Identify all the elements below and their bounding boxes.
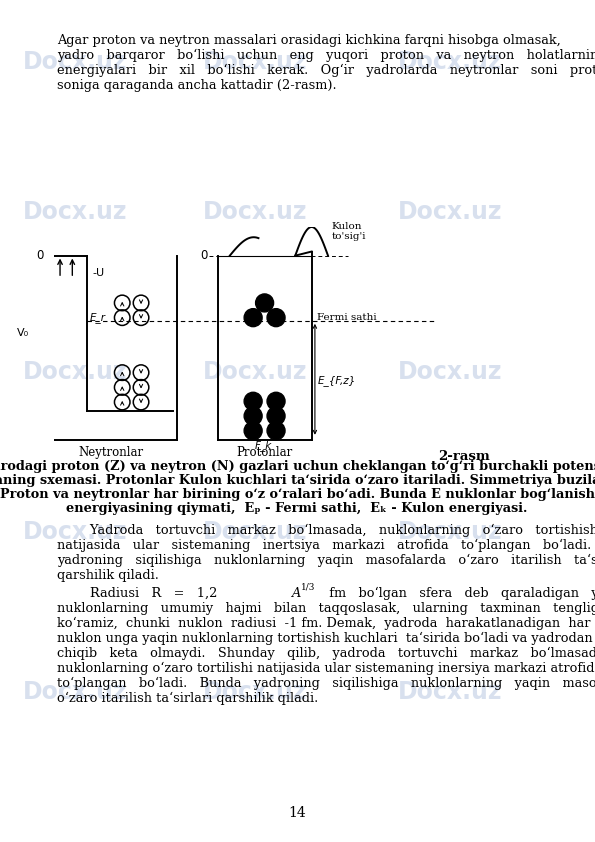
Text: V₀: V₀ (17, 328, 29, 338)
Text: yadroning   siqilishiga   nuklonlarning   yaqin   masofalarda   o‘zaro   itarili: yadroning siqilishiga nuklonlarning yaqi… (57, 554, 595, 568)
Text: F_k: F_k (254, 440, 271, 450)
Circle shape (244, 422, 262, 440)
Text: Neytronlar: Neytronlar (79, 446, 144, 459)
Text: o‘raning sxemasi. Protonlar Kulon kuchlari ta‘sirida o‘zaro itariladi. Simmetriy: o‘raning sxemasi. Protonlar Kulon kuchla… (0, 474, 595, 487)
Text: Protonlar: Protonlar (236, 446, 293, 459)
Text: Radiusi   R   =   1,2: Radiusi R = 1,2 (57, 587, 226, 600)
Text: 1/3: 1/3 (301, 582, 315, 591)
Text: qarshilik qiladi.: qarshilik qiladi. (57, 569, 159, 582)
Text: Proton va neytronlar har birining o‘z o‘ralari bo‘adi. Bunda E nuklonlar bog‘lan: Proton va neytronlar har birining o‘z o‘… (0, 488, 594, 501)
Text: natijasida   ular   sistemaning   inertsiya   markazi   atrofida   to‘plangan   : natijasida ular sistemaning inertsiya ma… (57, 539, 595, 552)
Text: nuklon unga yaqin nuklonlarning tortishish kuchlari  ta‘sirida bo‘ladi va yadrod: nuklon unga yaqin nuklonlarning tortishi… (57, 632, 593, 645)
Text: Docx.uz: Docx.uz (203, 520, 307, 544)
Text: Docx.uz: Docx.uz (397, 200, 502, 224)
Text: energiyalari   bir   xil   bo‘lishi   kerak.   Og‘ir   yadrolarda   neytronlar  : energiyalari bir xil bo‘lishi kerak. Og‘… (57, 64, 595, 77)
Circle shape (267, 392, 285, 410)
Text: 14: 14 (288, 806, 306, 820)
Circle shape (244, 309, 262, 327)
Text: energiyasining qiymati,  Eₚ - Fermi sathi,  Eₖ - Kulon energiyasi.: energiyasining qiymati, Eₚ - Fermi sathi… (66, 502, 528, 515)
Text: Docx.uz: Docx.uz (23, 200, 127, 224)
Text: 0: 0 (36, 249, 43, 262)
Text: ko‘ramiz,  chunki  nuklon  radiusi  -1 fm. Demak,  yadroda  harakatlanadigan  ha: ko‘ramiz, chunki nuklon radiusi -1 fm. D… (57, 617, 595, 630)
Circle shape (267, 309, 285, 327)
Text: 2-rasm: 2-rasm (439, 450, 490, 463)
Text: Docx.uz: Docx.uz (397, 50, 502, 74)
Text: nuklonlarning   umumiy   hajmi   bilan   taqqoslasak,   ularning   taxminan   te: nuklonlarning umumiy hajmi bilan taqqosl… (57, 602, 595, 615)
Circle shape (267, 407, 285, 425)
Circle shape (244, 407, 262, 425)
Text: nuklonlarning o‘zaro tortilishi natijasida ular sistemaning inersiya markazi atr: nuklonlarning o‘zaro tortilishi natijasi… (57, 662, 595, 675)
Text: Docx.uz: Docx.uz (397, 360, 502, 384)
Text: 0: 0 (200, 249, 207, 262)
Text: E_r: E_r (90, 312, 106, 323)
Text: Docx.uz: Docx.uz (23, 50, 127, 74)
Circle shape (244, 392, 262, 410)
Text: E_{F,z}: E_{F,z} (318, 375, 356, 386)
Text: Kulon
to'sig'i: Kulon to'sig'i (331, 221, 366, 241)
Text: Docx.uz: Docx.uz (203, 680, 307, 704)
Text: yadro   barqaror   bo‘lishi   uchun   eng   yuqori   proton   va   neytron   hol: yadro barqaror bo‘lishi uchun eng yuqori… (57, 49, 595, 62)
Text: Docx.uz: Docx.uz (23, 360, 127, 384)
Circle shape (267, 422, 285, 440)
Text: chiqib   keta   olmaydi.   Shunday   qilib,   yadroda   tortuvchi   markaz   bo‘: chiqib keta olmaydi. Shunday qilib, yadr… (57, 647, 595, 660)
Text: -U: -U (93, 268, 105, 278)
Text: soniga qaraganda ancha kattadir (2-rasm).: soniga qaraganda ancha kattadir (2-rasm)… (57, 79, 337, 92)
Text: Docx.uz: Docx.uz (203, 360, 307, 384)
Circle shape (256, 294, 274, 312)
Text: to‘plangan   bo‘ladi.   Bunda   yadroning   siqilishiga   nuklonlarning   yaqin : to‘plangan bo‘ladi. Bunda yadroning siqi… (57, 677, 595, 690)
Text: Docx.uz: Docx.uz (397, 520, 502, 544)
Text: Yadrodagi proton (Z) va neytron (N) gazlari uchun cheklangan to‘g‘ri burchakli p: Yadrodagi proton (Z) va neytron (N) gazl… (0, 460, 595, 473)
Text: Agar proton va neytron massalari orasidagi kichkina farqni hisobga olmasak,: Agar proton va neytron massalari orasida… (57, 34, 560, 47)
Text: Docx.uz: Docx.uz (23, 680, 127, 704)
Text: fm   bo‘lgan   sfera   deb   qaraladigan   yadroning   hajmini: fm bo‘lgan sfera deb qaraladigan yadroni… (321, 587, 595, 600)
Text: Docx.uz: Docx.uz (397, 680, 502, 704)
Text: Fermi sathi: Fermi sathi (317, 313, 376, 322)
Text: o‘zaro itarilish ta‘sirlari qarshilik qiladi.: o‘zaro itarilish ta‘sirlari qarshilik qi… (57, 692, 318, 706)
Text: A: A (292, 587, 301, 600)
Text: Docx.uz: Docx.uz (23, 520, 127, 544)
Text: Docx.uz: Docx.uz (203, 50, 307, 74)
Text: Yadroda   tortuvchi   markaz   bo‘lmasada,   nuklonlarning   o‘zaro   tortishish: Yadroda tortuvchi markaz bo‘lmasada, nuk… (57, 524, 595, 537)
Text: Docx.uz: Docx.uz (203, 200, 307, 224)
